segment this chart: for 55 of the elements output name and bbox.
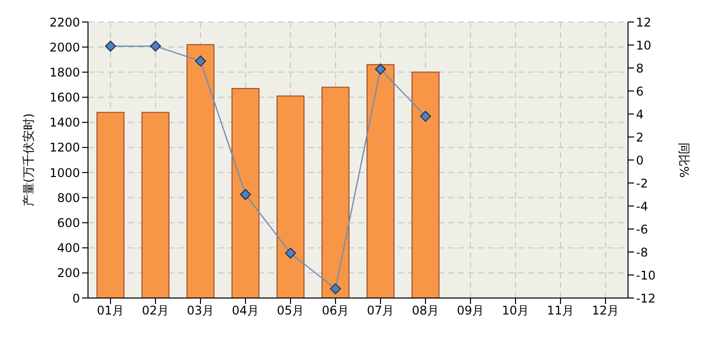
y2-tick-label: 0 bbox=[636, 153, 644, 168]
y2-tick-label: -12 bbox=[636, 291, 656, 306]
x-tick-label: 11月 bbox=[546, 304, 574, 318]
y2-tick-label: 8 bbox=[636, 61, 644, 76]
x-tick-label: 08月 bbox=[412, 304, 440, 318]
y2-tick-label: -2 bbox=[636, 176, 648, 190]
bar bbox=[96, 112, 124, 298]
y-tick-label: 200 bbox=[57, 266, 80, 280]
x-tick-label: 10月 bbox=[502, 304, 530, 318]
y-tick-label: 800 bbox=[57, 190, 80, 205]
point bbox=[105, 40, 116, 52]
y-tick-label: 1800 bbox=[49, 65, 80, 80]
y2-tick-label: -8 bbox=[636, 245, 648, 260]
point bbox=[420, 110, 431, 122]
y2-tick-label: -10 bbox=[636, 268, 656, 282]
bar bbox=[232, 88, 260, 298]
point bbox=[195, 56, 206, 67]
point bbox=[285, 248, 296, 259]
x-tick-label: 04月 bbox=[232, 304, 260, 318]
y-tick-label: 0 bbox=[72, 291, 80, 306]
x-tick-label: 02月 bbox=[142, 304, 170, 318]
y-axis-title: 产量(万千伏安时) bbox=[21, 113, 36, 207]
x-tick-label: 12月 bbox=[592, 304, 620, 318]
y2-tick-label: 4 bbox=[636, 107, 644, 122]
y-tick-label: 1000 bbox=[49, 166, 80, 180]
x-tick-label: 06月 bbox=[322, 304, 350, 318]
y-tick-label: 2000 bbox=[49, 40, 80, 54]
bar bbox=[412, 72, 440, 298]
y2-tick-label: 6 bbox=[636, 84, 644, 98]
y2-tick-label: 2 bbox=[636, 130, 644, 144]
bar bbox=[276, 96, 304, 298]
y-tick-label: 600 bbox=[57, 216, 80, 230]
x-tick-label: 01月 bbox=[96, 304, 124, 318]
bar bbox=[366, 64, 394, 298]
x-tick-label: 09月 bbox=[456, 304, 484, 318]
y-tick-label: 1600 bbox=[49, 90, 80, 105]
y2-tick-label: 10 bbox=[636, 38, 652, 52]
point bbox=[240, 189, 251, 200]
x-tick-label: 07月 bbox=[366, 304, 394, 318]
y-tick-label: 400 bbox=[57, 241, 80, 256]
bar bbox=[186, 44, 214, 298]
y2-tick-label: -4 bbox=[636, 199, 648, 214]
y-tick-label: 1400 bbox=[49, 116, 80, 130]
x-tick-label: 03月 bbox=[186, 304, 214, 318]
point bbox=[375, 64, 386, 75]
bar bbox=[142, 112, 170, 298]
bar bbox=[322, 86, 350, 298]
y2-tick-label: 12 bbox=[636, 15, 652, 30]
point bbox=[150, 40, 161, 52]
y-tick-label: 2200 bbox=[49, 15, 80, 30]
y2-tick-label: -6 bbox=[636, 222, 648, 236]
y-tick-label: 1200 bbox=[49, 140, 80, 155]
x-tick-label: 05月 bbox=[276, 304, 304, 318]
y2-axis-title: 同比% bbox=[676, 142, 691, 178]
point bbox=[330, 283, 341, 294]
